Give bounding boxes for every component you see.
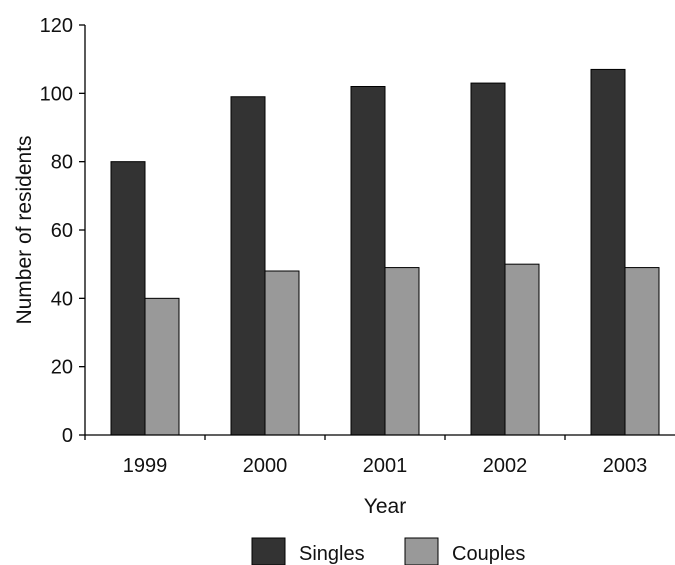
- x-tick-label: 2001: [363, 455, 408, 477]
- y-tick-label: 80: [51, 152, 73, 174]
- y-tick-label: 100: [40, 83, 73, 105]
- y-tick-label: 20: [51, 357, 73, 379]
- y-axis: 0 20 40 60 80 100 120: [40, 15, 86, 447]
- bar-couples-2003: [624, 267, 660, 436]
- x-tick-label: 1999: [123, 455, 168, 477]
- bar-couples-2002: [504, 263, 540, 436]
- bar-singles-1999: [110, 161, 146, 436]
- plot-area: [110, 68, 660, 436]
- x-tick-label: 2002: [483, 455, 528, 477]
- bar-couples-1999: [144, 297, 180, 436]
- legend-swatch-couples: [404, 537, 439, 565]
- bar-couples-2000: [264, 270, 300, 436]
- x-tick-label: 2003: [603, 455, 648, 477]
- bar-singles-2002: [470, 82, 506, 436]
- bar-singles-2001: [350, 86, 386, 436]
- y-tick-label: 0: [62, 425, 73, 447]
- legend-label-couples: Couples: [452, 543, 525, 565]
- x-axis-title: Year: [364, 495, 406, 518]
- y-tick-label: 60: [51, 220, 73, 242]
- x-tick-label: 2000: [243, 455, 288, 477]
- y-axis-title: Number of residents: [13, 135, 36, 324]
- bar-singles-2000: [230, 96, 266, 436]
- legend: Singles Couples: [251, 537, 525, 565]
- legend-swatch-singles: [251, 537, 286, 565]
- y-tick-label: 120: [40, 15, 73, 37]
- legend-label-singles: Singles: [299, 543, 365, 565]
- x-axis: 1999 2000 2001 2002 2003: [84, 434, 675, 477]
- bar-couples-2001: [384, 267, 420, 436]
- y-tick-label: 40: [51, 288, 73, 310]
- bar-singles-2003: [590, 68, 626, 436]
